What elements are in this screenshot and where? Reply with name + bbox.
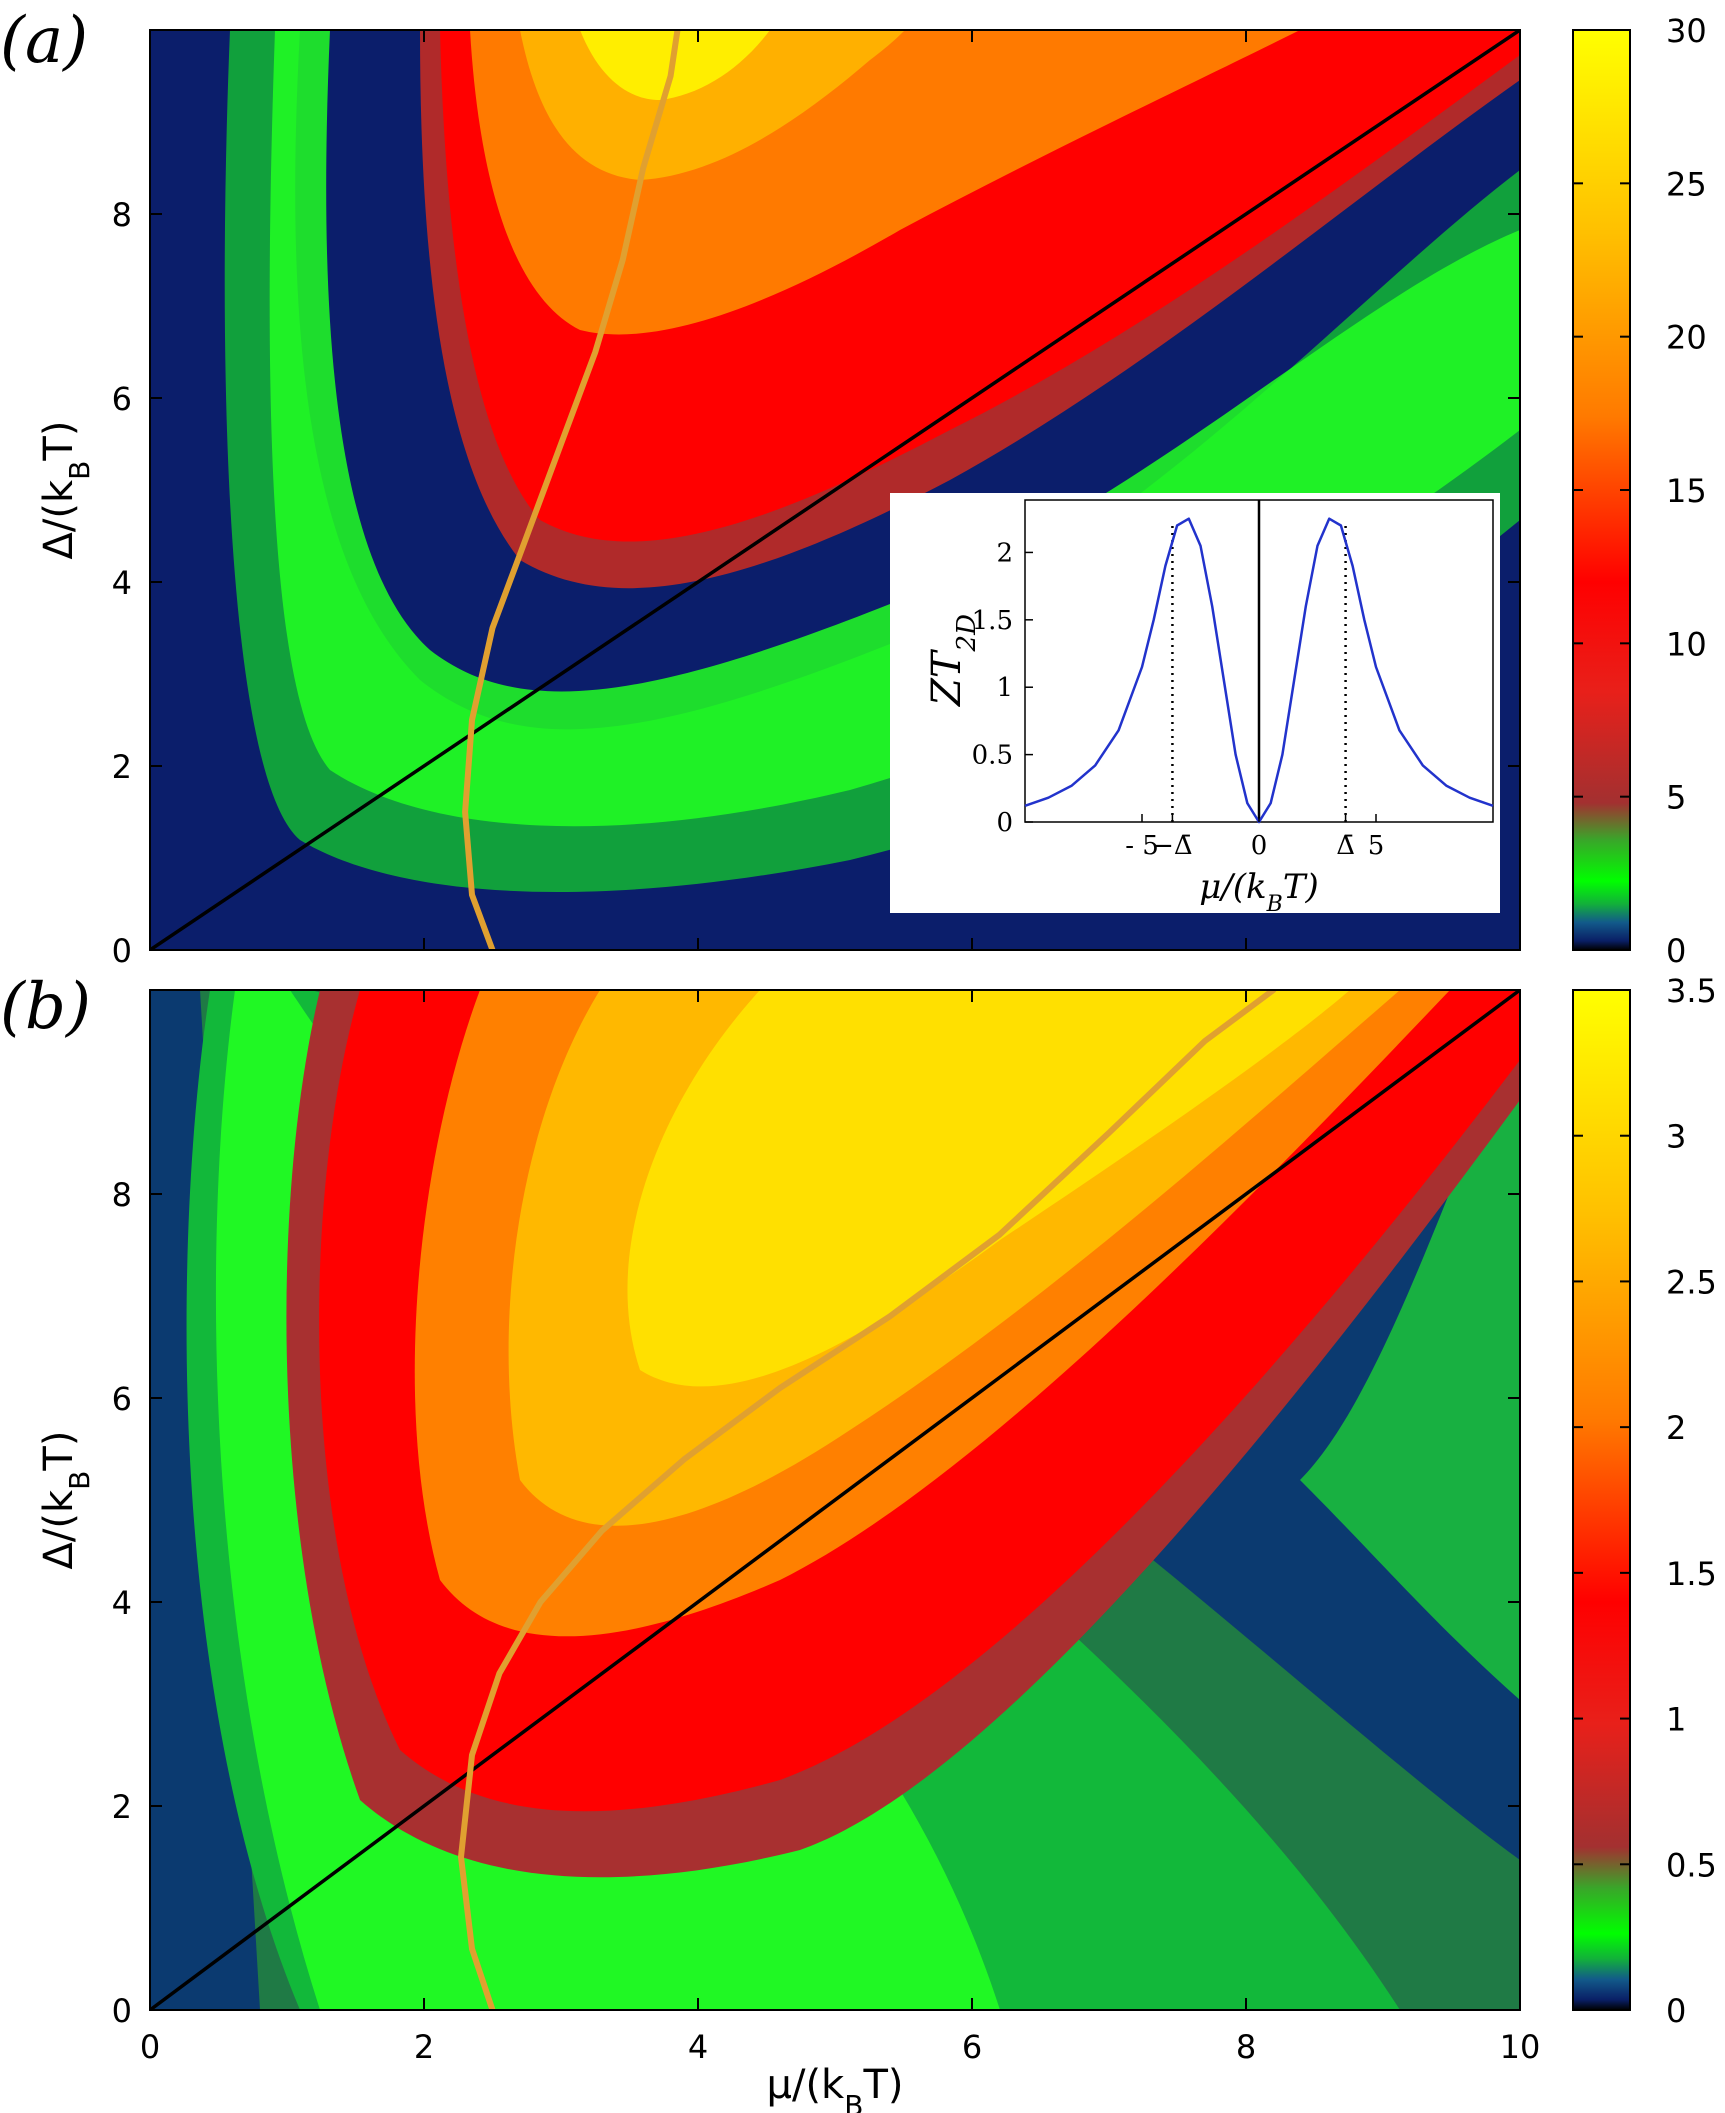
inset-x-tick-label: Δ̄ <box>1336 831 1355 861</box>
colorbar-tick-label: 3 <box>1666 1118 1686 1156</box>
inset-x-tick-label: - 5 <box>1125 831 1159 861</box>
optimum-curve-b <box>457 990 1277 2010</box>
colorbar-tick-label: 1.5 <box>1666 1555 1717 1593</box>
inset-x-tick-label: −Δ̄ <box>1152 831 1193 861</box>
ticks-a: 0 2 4 6 8 <box>112 30 1521 970</box>
panel-b: 0 2 4 6 8 10 0 2 4 6 8 (b) Δ/(kBT) μ/(kBT) 0 0.5 1 1.… <box>0 970 1717 2113</box>
inset-y-tick-label: 1.5 <box>972 606 1013 636</box>
inset-background <box>890 493 1500 913</box>
x-tick-label: 2 <box>414 2028 434 2066</box>
y-tick-label: 2 <box>112 1788 132 1826</box>
inset-plot: 00.511.52- 5−Δ̄ 0 Δ̄ 5 ZT2D μ/(kBT) <box>890 493 1500 917</box>
y-tick-label: 0 <box>112 1992 132 2030</box>
colorbar-b <box>1572 989 1631 2011</box>
x-tick-label: 4 <box>688 2028 708 2066</box>
diagonal-line-b <box>150 990 1520 2010</box>
plot-frame-a <box>149 29 1521 951</box>
plot-frame-b <box>149 989 1521 2011</box>
panel-label-a: (a) <box>0 4 88 78</box>
panel-label-b: (b) <box>0 970 91 1044</box>
y-tick-label: 8 <box>112 196 132 234</box>
x-tick-label: 6 <box>962 2028 982 2066</box>
colorbar-tick-label: 20 <box>1666 319 1707 357</box>
y-axis-label-a: Δ/(kBT) <box>36 421 96 560</box>
colorbar-tick-label: 0 <box>1666 1992 1686 2030</box>
diagonal-line-a <box>150 30 1520 950</box>
y-tick-label: 4 <box>112 1584 132 1622</box>
inset-y-tick-label: 0.5 <box>972 741 1013 771</box>
y-tick-label: 6 <box>112 380 132 418</box>
colorbar-tick-label: 15 <box>1666 472 1707 510</box>
heatmap-b <box>150 990 1520 2010</box>
colorbar-tick-label: 0 <box>1666 932 1686 970</box>
colorbar-tick-label: 2.5 <box>1666 1263 1717 1301</box>
x-axis-label: μ/(kBT) <box>767 2062 904 2113</box>
inset-content: 0 0.5 1 1.5 2 - 5−Δ̄ 0 Δ̄ 5 <box>972 500 1494 861</box>
colorbar-tick-label: 3.5 <box>1666 972 1717 1010</box>
inset-y-tick-label: 0 <box>996 808 1013 838</box>
colorbar-tick-label: 1 <box>1666 1701 1686 1739</box>
colorbar-tick-label: 30 <box>1666 12 1707 50</box>
y-tick-label: 4 <box>112 564 132 602</box>
x-tick-label: 0 <box>140 2028 160 2066</box>
y-axis-label-b: Δ/(kBT) <box>36 1431 96 1570</box>
colorbar-tick-label: 25 <box>1666 165 1707 203</box>
colorbar-tick-label: 2 <box>1666 1409 1686 1447</box>
y-tick-label: 6 <box>112 1380 132 1418</box>
colorbar-tick-label: 10 <box>1666 625 1707 663</box>
colorbar-tick-label: 5 <box>1666 779 1686 817</box>
x-tick-label: 8 <box>1236 2028 1256 2066</box>
x-tick-label: 10 <box>1500 2028 1541 2066</box>
inset-x-tick-label: 5 <box>1368 831 1385 861</box>
inset-y-tick-label: 2 <box>996 538 1013 568</box>
y-tick-label: 2 <box>112 748 132 786</box>
inset-x-tick-label: 0 <box>1251 831 1268 861</box>
inset-y-tick-label: 1 <box>996 673 1013 703</box>
y-tick-label: 0 <box>112 932 132 970</box>
optimum-curve-a <box>462 30 681 950</box>
y-tick-label: 8 <box>112 1176 132 1214</box>
ticks-b: 0 2 4 6 8 10 0 2 4 6 8 <box>112 990 1541 2066</box>
colorbar-ticks-a: 0 5 10 15 20 25 30 <box>1573 12 1707 970</box>
colorbar-tick-label: 0.5 <box>1666 1846 1717 1884</box>
colorbar-ticks-b: 0 0.5 1 1.5 2 2.5 3 3.5 <box>1573 972 1717 2030</box>
